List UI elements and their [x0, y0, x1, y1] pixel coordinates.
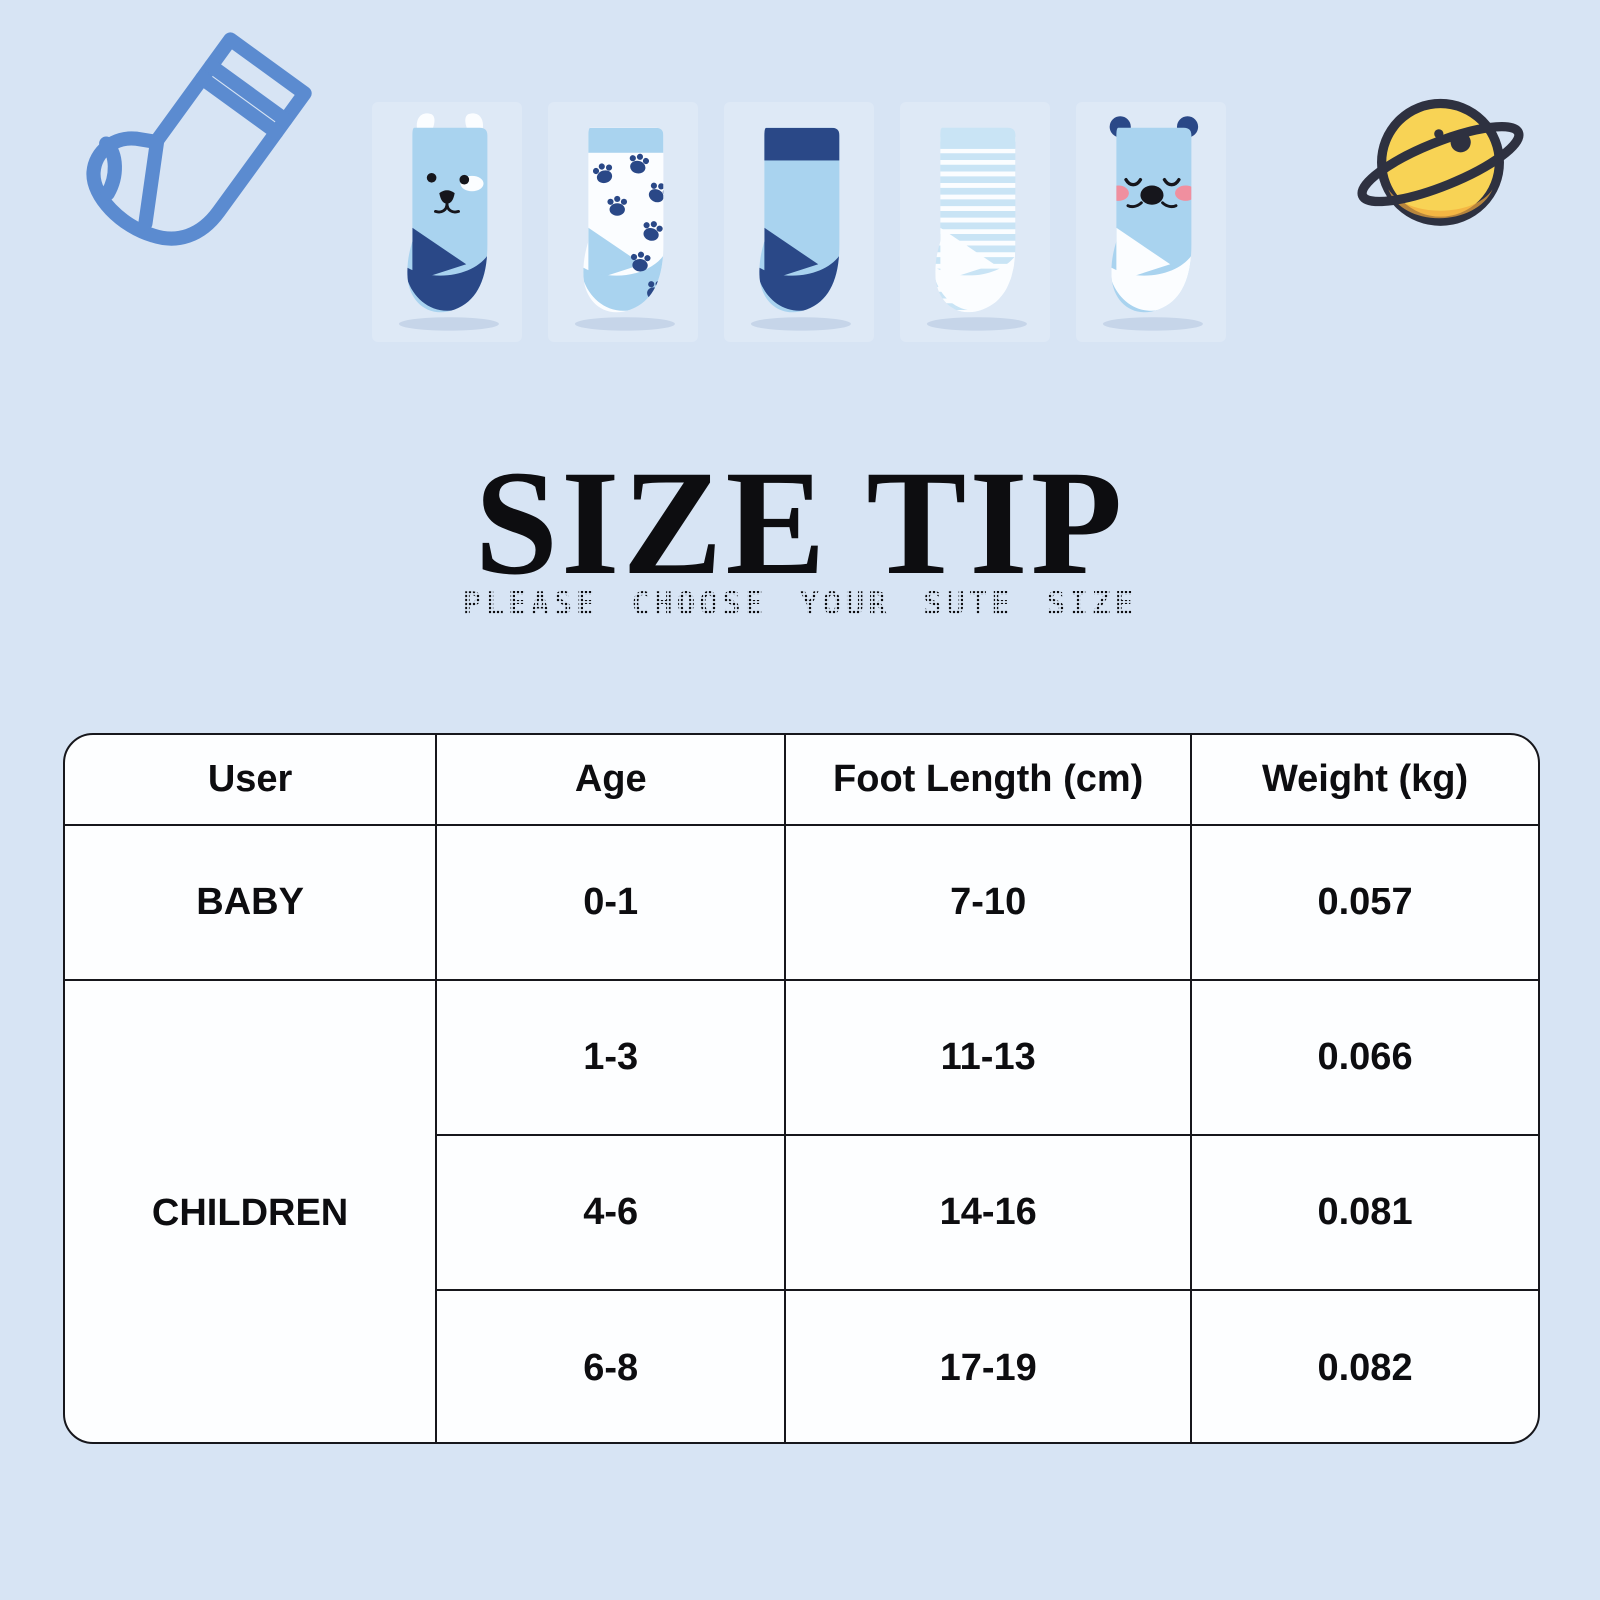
koala-face-sock [1076, 102, 1226, 342]
column-header-foot-length: Foot Length (cm) [784, 735, 1193, 826]
column-header-age: Age [435, 735, 787, 826]
sock-photo-row [372, 102, 1226, 342]
table-cell-age: 0-1 [435, 824, 787, 981]
table-row-children-1: CHILDREN 1-3 11-13 0.066 [65, 979, 1538, 1442]
table-cell-foot-length: 14-16 [784, 1134, 1193, 1291]
bear-face-sock [372, 102, 522, 342]
table-cell-weight: 0.081 [1190, 1134, 1538, 1291]
table-cell-foot-length: 17-19 [784, 1289, 1193, 1442]
size-table: User Age Foot Length (cm) Weight (kg) BA… [65, 735, 1538, 1442]
table-cell-user-children: CHILDREN [65, 979, 438, 1442]
table-cell-foot-length: 7-10 [784, 824, 1193, 981]
table-cell-foot-length: 11-13 [784, 979, 1193, 1136]
size-table-card: User Age Foot Length (cm) Weight (kg) BA… [63, 733, 1540, 1444]
table-cell-age: 6-8 [435, 1289, 787, 1442]
table-row-children-2: 4-6 14-16 0.081 [65, 1134, 1538, 1291]
table-row-children-3: 6-8 17-19 0.082 [65, 1289, 1538, 1442]
table-row-baby: BABY 0-1 7-10 0.057 [65, 824, 1538, 981]
navy-trim-sock [724, 102, 874, 342]
table-cell-age: 1-3 [435, 979, 787, 1136]
table-cell-weight: 0.057 [1190, 824, 1538, 981]
planet-icon [1348, 80, 1533, 252]
page-subtitle: PLEASE CHOOSE YOUR SUTE SIZE [0, 586, 1600, 622]
table-cell-weight: 0.082 [1190, 1289, 1538, 1442]
paw-print-sock [548, 102, 698, 342]
table-cell-user-baby: BABY [65, 824, 438, 981]
table-cell-age: 4-6 [435, 1134, 787, 1291]
sock-outline-icon [68, 26, 330, 284]
table-header-row: User Age Foot Length (cm) Weight (kg) [65, 735, 1538, 826]
page-title: SIZE TIP [474, 440, 1126, 606]
column-header-weight: Weight (kg) [1190, 735, 1538, 826]
striped-sock [900, 102, 1050, 342]
table-cell-weight: 0.066 [1190, 979, 1538, 1136]
column-header-user: User [65, 735, 438, 826]
